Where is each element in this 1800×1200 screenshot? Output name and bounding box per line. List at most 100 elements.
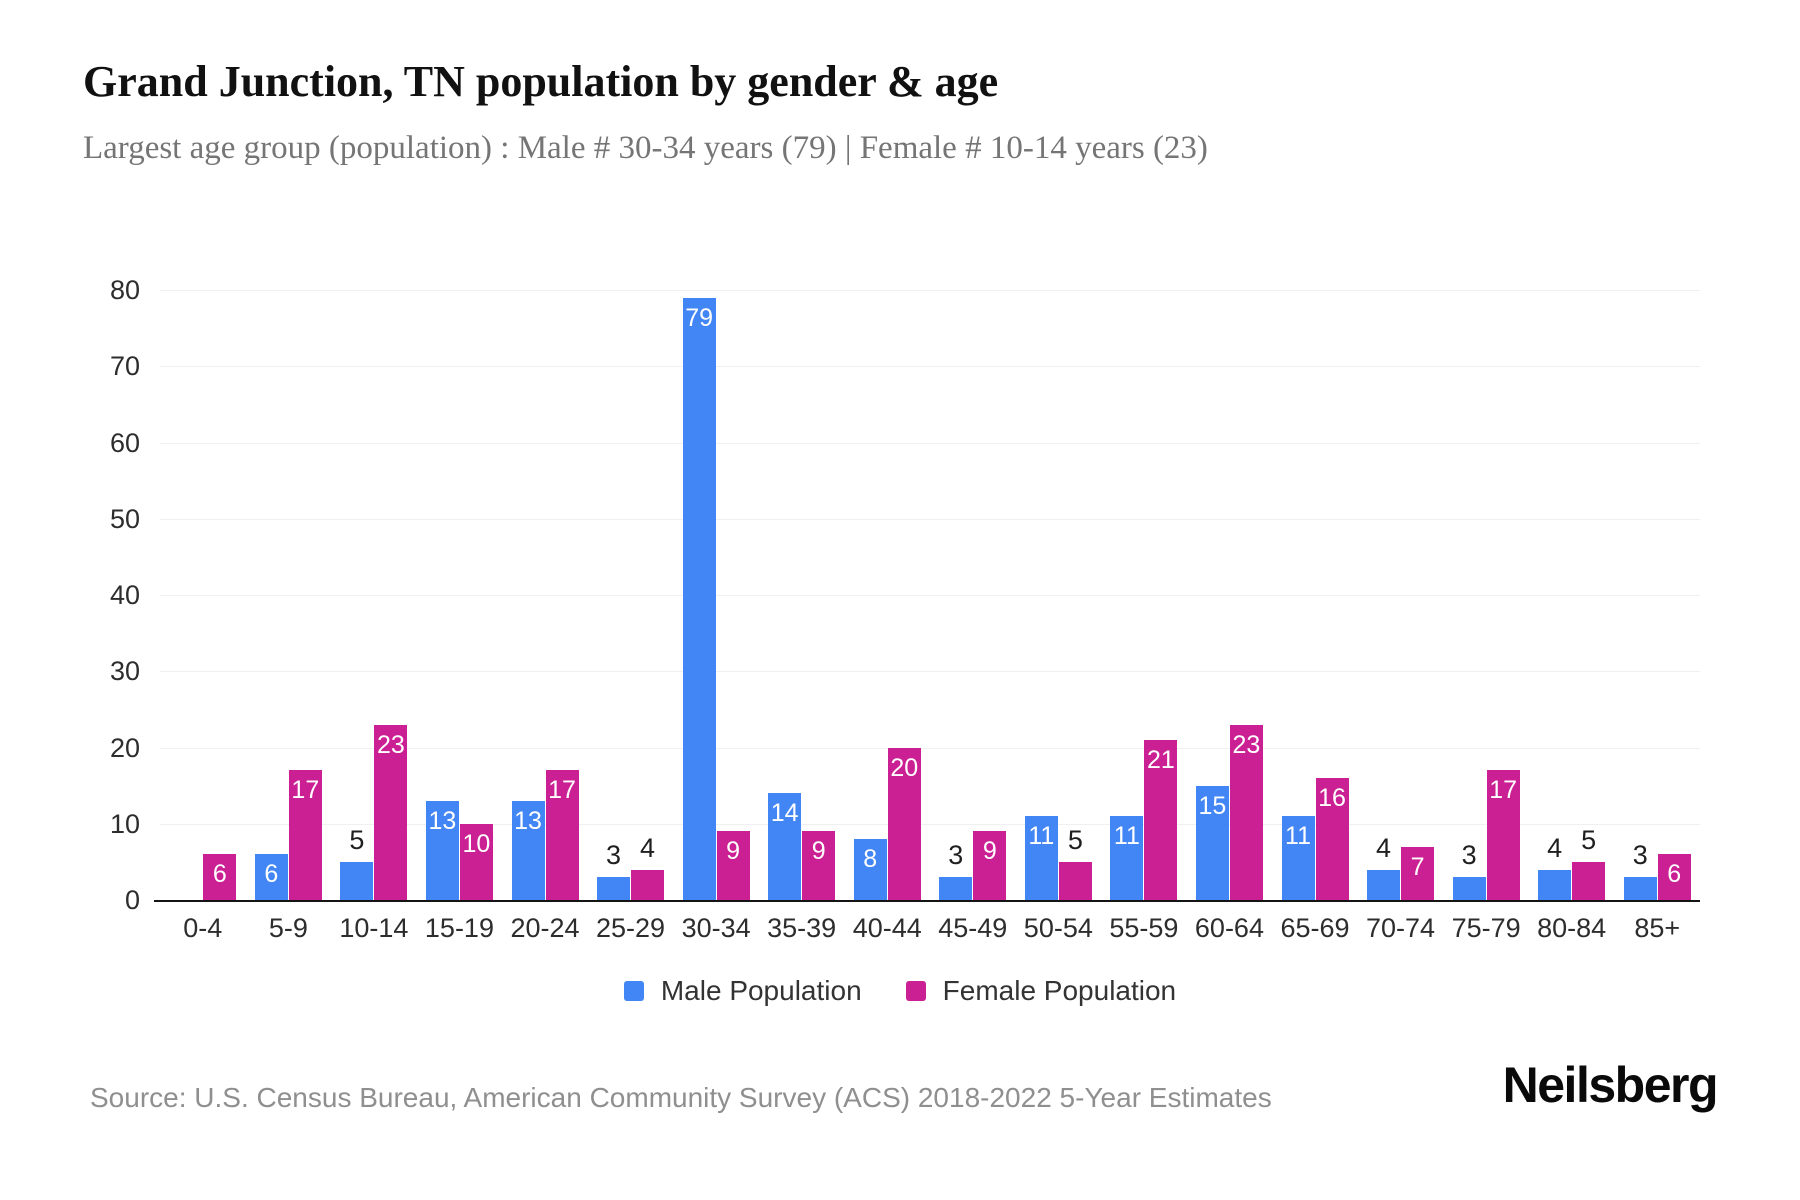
y-axis-label: 20 bbox=[109, 732, 140, 763]
gridline bbox=[160, 747, 1700, 749]
bar-value-label: 11 bbox=[1285, 822, 1311, 851]
gridline bbox=[160, 366, 1700, 368]
x-axis-label: 65-69 bbox=[1280, 913, 1350, 943]
x-axis-label: 40-44 bbox=[852, 913, 922, 943]
gridline bbox=[160, 823, 1700, 825]
bar-male bbox=[1452, 877, 1486, 900]
y-axis-label: 10 bbox=[109, 808, 140, 839]
gridline bbox=[160, 671, 1700, 673]
legend-label-male: Male Population bbox=[660, 975, 862, 1006]
x-axis-label: 50-54 bbox=[1023, 913, 1093, 943]
x-axis-label: 80-84 bbox=[1537, 913, 1607, 943]
bar-value-label: 6 bbox=[212, 860, 227, 889]
bar-value-label: 9 bbox=[811, 837, 826, 866]
bar-female bbox=[545, 770, 579, 900]
bar-value-label: 4 bbox=[640, 832, 656, 863]
bar-value-label: 20 bbox=[890, 753, 919, 782]
bar-male bbox=[511, 800, 545, 900]
bar-male bbox=[939, 877, 973, 900]
bar-value-label: 15 bbox=[1198, 791, 1227, 820]
x-axis-label: 35-39 bbox=[767, 913, 837, 943]
bar-value-label: 9 bbox=[726, 837, 741, 866]
bar-male bbox=[682, 297, 716, 900]
bar-female bbox=[1572, 861, 1606, 900]
legend-item-female[interactable]: Female Population bbox=[905, 975, 1177, 1007]
bar-female bbox=[288, 770, 322, 900]
y-axis-label: 50 bbox=[109, 503, 140, 534]
bar-value-label: 16 bbox=[1318, 784, 1346, 812]
bar-value-label: 7 bbox=[1410, 852, 1425, 881]
bar-male bbox=[1367, 869, 1401, 900]
y-axis-label: 40 bbox=[109, 580, 140, 610]
bar-value-label: 17 bbox=[548, 776, 576, 805]
bar-female bbox=[1144, 739, 1178, 900]
bar-male bbox=[597, 877, 631, 900]
bar-value-label: 17 bbox=[1489, 776, 1518, 805]
bar-value-label: 21 bbox=[1146, 745, 1175, 774]
legend-label-female: Female Population bbox=[942, 975, 1177, 1006]
y-axis-label: 80 bbox=[109, 275, 140, 305]
bar-value-label: 10 bbox=[462, 829, 491, 858]
x-axis-label: 45-49 bbox=[938, 913, 1008, 943]
bar-female bbox=[1058, 861, 1092, 900]
chart-title: Grand Junction, TN population by gender … bbox=[83, 57, 999, 106]
bar-value-label: 3 bbox=[1632, 840, 1648, 871]
x-axis-label: 10-14 bbox=[339, 913, 409, 943]
y-axis-label: 70 bbox=[109, 351, 140, 382]
bar-male bbox=[1024, 816, 1058, 900]
bar-female bbox=[374, 724, 408, 900]
bar-female bbox=[203, 854, 237, 900]
bar-value-label: 11 bbox=[1113, 822, 1140, 851]
x-axis-label: 20-24 bbox=[510, 913, 580, 943]
y-axis-label: 30 bbox=[109, 656, 140, 687]
x-axis-label: 5-9 bbox=[268, 913, 308, 943]
y-axis-label: 60 bbox=[109, 427, 140, 458]
bar-male bbox=[1195, 785, 1229, 900]
bar-value-label: 5 bbox=[1581, 824, 1597, 855]
bar-male bbox=[254, 854, 288, 900]
bar-male bbox=[340, 861, 374, 900]
bar-female bbox=[1657, 854, 1691, 900]
bar-value-label: 4 bbox=[1547, 832, 1563, 863]
x-axis-label: 60-64 bbox=[1194, 913, 1264, 943]
bar-value-label: 17 bbox=[291, 776, 320, 805]
gridline bbox=[160, 442, 1700, 444]
bar-value-label: 6 bbox=[1667, 860, 1682, 889]
x-axis-label: 75-79 bbox=[1451, 913, 1521, 943]
gridline bbox=[160, 595, 1700, 596]
female-swatch-icon bbox=[905, 981, 926, 1001]
legend-item-male[interactable]: Male Population bbox=[623, 975, 862, 1007]
y-axis-label: 0 bbox=[124, 885, 140, 915]
bar-male bbox=[853, 839, 887, 900]
bar-male bbox=[1623, 877, 1657, 900]
bar-female bbox=[973, 831, 1007, 900]
x-axis-label: 25-29 bbox=[596, 913, 666, 943]
bar-value-label: 23 bbox=[376, 730, 405, 759]
bar-value-label: 11 bbox=[1028, 822, 1055, 851]
x-axis-label: 70-74 bbox=[1366, 913, 1436, 943]
x-axis-label: 0-4 bbox=[183, 913, 223, 943]
bar-value-label: 5 bbox=[1067, 824, 1083, 855]
bar-value-label: 13 bbox=[514, 806, 542, 835]
neilsberg-logo[interactable]: Neilsberg bbox=[1502, 1057, 1719, 1113]
bar-female bbox=[802, 831, 836, 900]
bar-female bbox=[1229, 724, 1263, 900]
bar-male bbox=[425, 800, 459, 900]
bar-value-label: 3 bbox=[1461, 840, 1477, 871]
bar-value-label: 3 bbox=[948, 840, 964, 871]
x-axis-line bbox=[154, 900, 1700, 902]
bar-male bbox=[768, 793, 802, 900]
legend: Male Population Female Population bbox=[0, 975, 1800, 1007]
bar-female bbox=[631, 869, 665, 900]
male-swatch-icon bbox=[623, 981, 644, 1001]
chart-subtitle: Largest age group (population) : Male # … bbox=[83, 130, 1208, 166]
bar-value-label: 8 bbox=[863, 845, 878, 873]
gridline bbox=[160, 518, 1700, 520]
bar-value-label: 3 bbox=[606, 840, 622, 871]
bar-male bbox=[1110, 816, 1144, 900]
bar-value-label: 14 bbox=[770, 799, 799, 828]
bar-male bbox=[1281, 816, 1315, 900]
x-axis-label: 30-34 bbox=[681, 913, 751, 943]
bar-value-label: 23 bbox=[1232, 730, 1261, 759]
bar-value-label: 6 bbox=[264, 860, 279, 889]
